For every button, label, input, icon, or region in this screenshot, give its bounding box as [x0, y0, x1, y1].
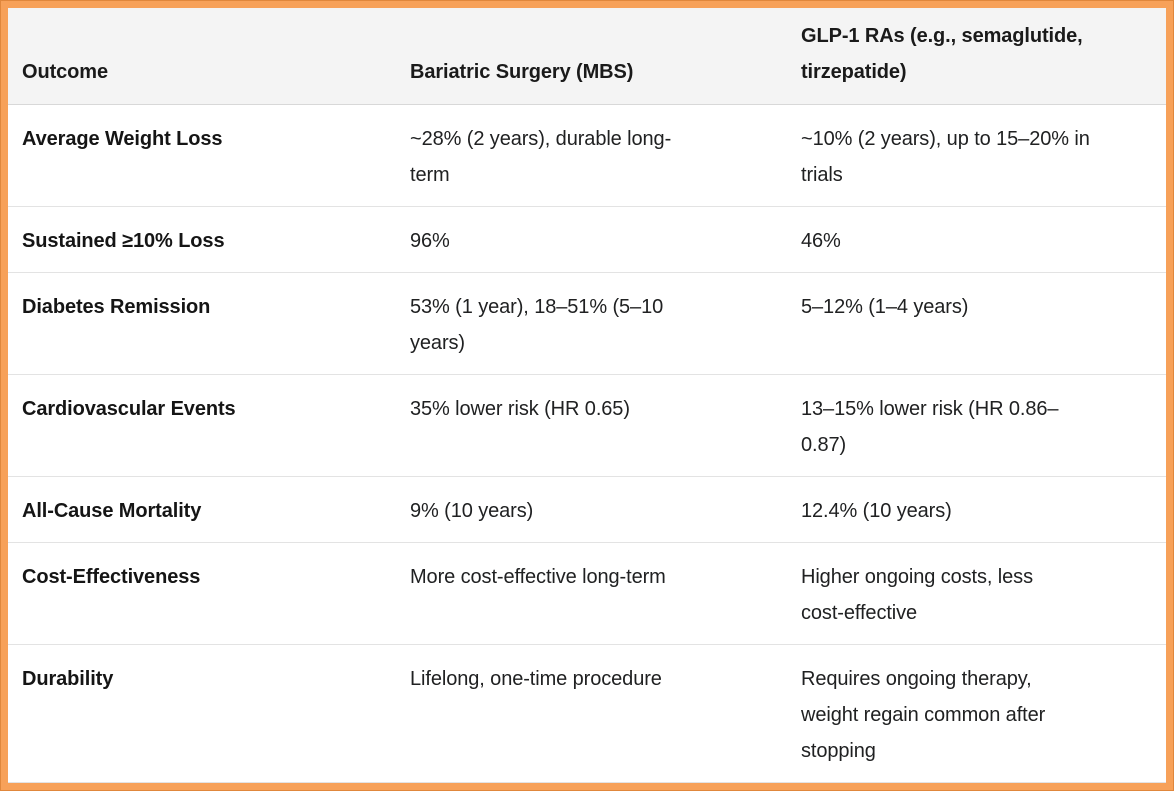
table-row: Durability Lifelong, one-time procedure … — [8, 644, 1166, 783]
outcome-cell: Durability — [8, 644, 396, 783]
mbs-cell: ~28% (2 years), durable long- term — [396, 104, 787, 207]
mbs-cell: 53% (1 year), 18–51% (5–10 years) — [396, 272, 787, 375]
outcome-cell: Diabetes Remission — [8, 272, 396, 375]
outcome-cell: Average Weight Loss — [8, 104, 396, 207]
mbs-cell: 9% (10 years) — [396, 476, 787, 543]
glp1-cell: 46% — [787, 206, 1166, 273]
table-row: Average Weight Loss ~28% (2 years), dura… — [8, 104, 1166, 207]
outcome-cell: Cardiovascular Events — [8, 374, 396, 477]
outcome-cell: Cost-Effectiveness — [8, 542, 396, 645]
glp1-cell: ~10% (2 years), up to 15–20% in trials — [787, 104, 1166, 207]
glp1-cell: Higher ongoing costs, less cost-effectiv… — [787, 542, 1166, 645]
table-row: Cardiovascular Events 35% lower risk (HR… — [8, 374, 1166, 477]
table-row: Sustained ≥10% Loss 96% 46% — [8, 206, 1166, 273]
mbs-cell: More cost-effective long-term — [396, 542, 787, 645]
table-row: Diabetes Remission 53% (1 year), 18–51% … — [8, 272, 1166, 375]
outcome-comparison-table: Outcome Bariatric Surgery (MBS) GLP-1 RA… — [8, 8, 1166, 783]
mbs-cell: Lifelong, one-time procedure — [396, 644, 787, 783]
table-row: Cost-Effectiveness More cost-effective l… — [8, 542, 1166, 645]
header-row: Outcome Bariatric Surgery (MBS) GLP-1 RA… — [8, 8, 1166, 105]
table-row: All-Cause Mortality 9% (10 years) 12.4% … — [8, 476, 1166, 543]
glp1-cell: 12.4% (10 years) — [787, 476, 1166, 543]
glp1-cell: 5–12% (1–4 years) — [787, 272, 1166, 375]
column-header-bariatric-surgery: Bariatric Surgery (MBS) — [396, 8, 787, 105]
column-header-glp1-ras: GLP-1 RAs (e.g., semaglutide, tirzepatid… — [787, 8, 1166, 105]
column-header-outcome: Outcome — [8, 8, 396, 105]
glp1-cell: Requires ongoing therapy, weight regain … — [787, 644, 1166, 783]
outcome-cell: Sustained ≥10% Loss — [8, 206, 396, 273]
mbs-cell: 35% lower risk (HR 0.65) — [396, 374, 787, 477]
outcome-cell: All-Cause Mortality — [8, 476, 396, 543]
glp1-cell: 13–15% lower risk (HR 0.86– 0.87) — [787, 374, 1166, 477]
mbs-cell: 96% — [396, 206, 787, 273]
